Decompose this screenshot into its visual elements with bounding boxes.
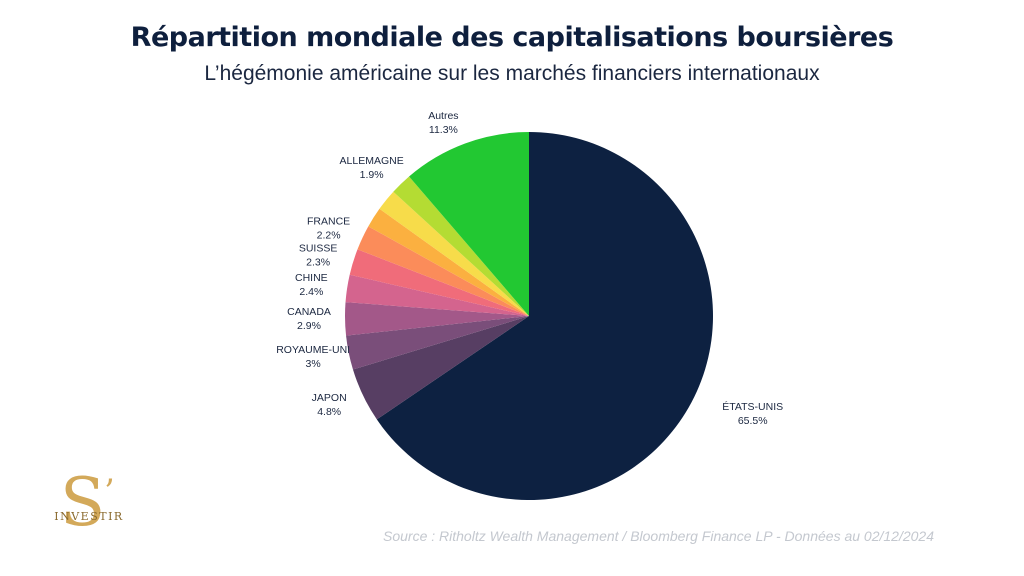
slice-japon <box>352 316 529 420</box>
slice-unlabeled-7 <box>368 208 529 316</box>
label-name-royaume-uni: ROYAUME-UNI <box>276 344 350 356</box>
slice-unlabeled-8 <box>379 191 529 316</box>
slice-canada <box>344 302 529 336</box>
slice-allemagne <box>393 176 529 316</box>
logo-apostrophe: ’ <box>104 472 115 512</box>
label-name-france: FRANCE <box>307 215 350 227</box>
slice-royaume-uni <box>346 316 529 370</box>
label-japon: JAPON 4.8% <box>312 392 347 418</box>
label-chine: CHINE 2.4% <box>295 272 328 298</box>
label-value-allemagne: 1.9% <box>360 169 384 181</box>
label-name-japon: JAPON <box>312 392 347 404</box>
label-name-etats-unis: ÉTATS-UNIS <box>722 400 783 413</box>
label-suisse: SUISSE 2.3% <box>299 242 338 268</box>
label-value-chine: 2.4% <box>299 286 323 298</box>
label-allemagne: ALLEMAGNE 1.9% <box>340 155 404 181</box>
label-name-chine: CHINE <box>295 272 328 284</box>
source-note: Source : Ritholtz Wealth Management / Bl… <box>383 528 934 544</box>
slice-france <box>357 226 529 316</box>
logo-letter: S <box>60 464 106 541</box>
label-name-allemagne: ALLEMAGNE <box>340 155 404 167</box>
logo-word: INVESTIR <box>54 510 124 523</box>
label-autres: Autres 11.3% <box>428 110 458 136</box>
label-value-suisse: 2.3% <box>306 256 330 268</box>
chart-title: Répartition mondiale des capitalisations… <box>130 22 894 53</box>
label-value-etats-unis: 65.5% <box>738 415 768 427</box>
slice-suisse <box>349 249 529 316</box>
slice-chine <box>345 274 529 316</box>
label-name-autres: Autres <box>428 110 458 122</box>
label-france: FRANCE 2.2% <box>307 215 350 241</box>
label-royaume-uni: ROYAUME-UNI 3% <box>276 344 350 370</box>
slice-autres <box>409 132 529 316</box>
label-name-canada: CANADA <box>287 306 331 318</box>
label-value-royaume-uni: 3% <box>306 358 321 370</box>
label-name-suisse: SUISSE <box>299 242 338 254</box>
pie-slices <box>344 132 713 500</box>
slice-etats-unis <box>376 132 713 500</box>
chart-subtitle: L’hégémonie américaine sur les marchés f… <box>204 62 820 85</box>
label-canada: CANADA 2.9% <box>287 306 331 332</box>
label-value-france: 2.2% <box>317 229 341 241</box>
label-etats-unis: ÉTATS-UNIS 65.5% <box>722 400 783 427</box>
label-value-canada: 2.9% <box>297 320 321 332</box>
label-value-japon: 4.8% <box>317 406 341 418</box>
label-value-autres: 11.3% <box>429 124 458 136</box>
pie-labels: ÉTATS-UNIS 65.5% JAPON 4.8% ROYAUME-UNI 3% CAN… <box>276 110 783 427</box>
investir-logo: S ’ INVESTIR <box>44 470 134 558</box>
